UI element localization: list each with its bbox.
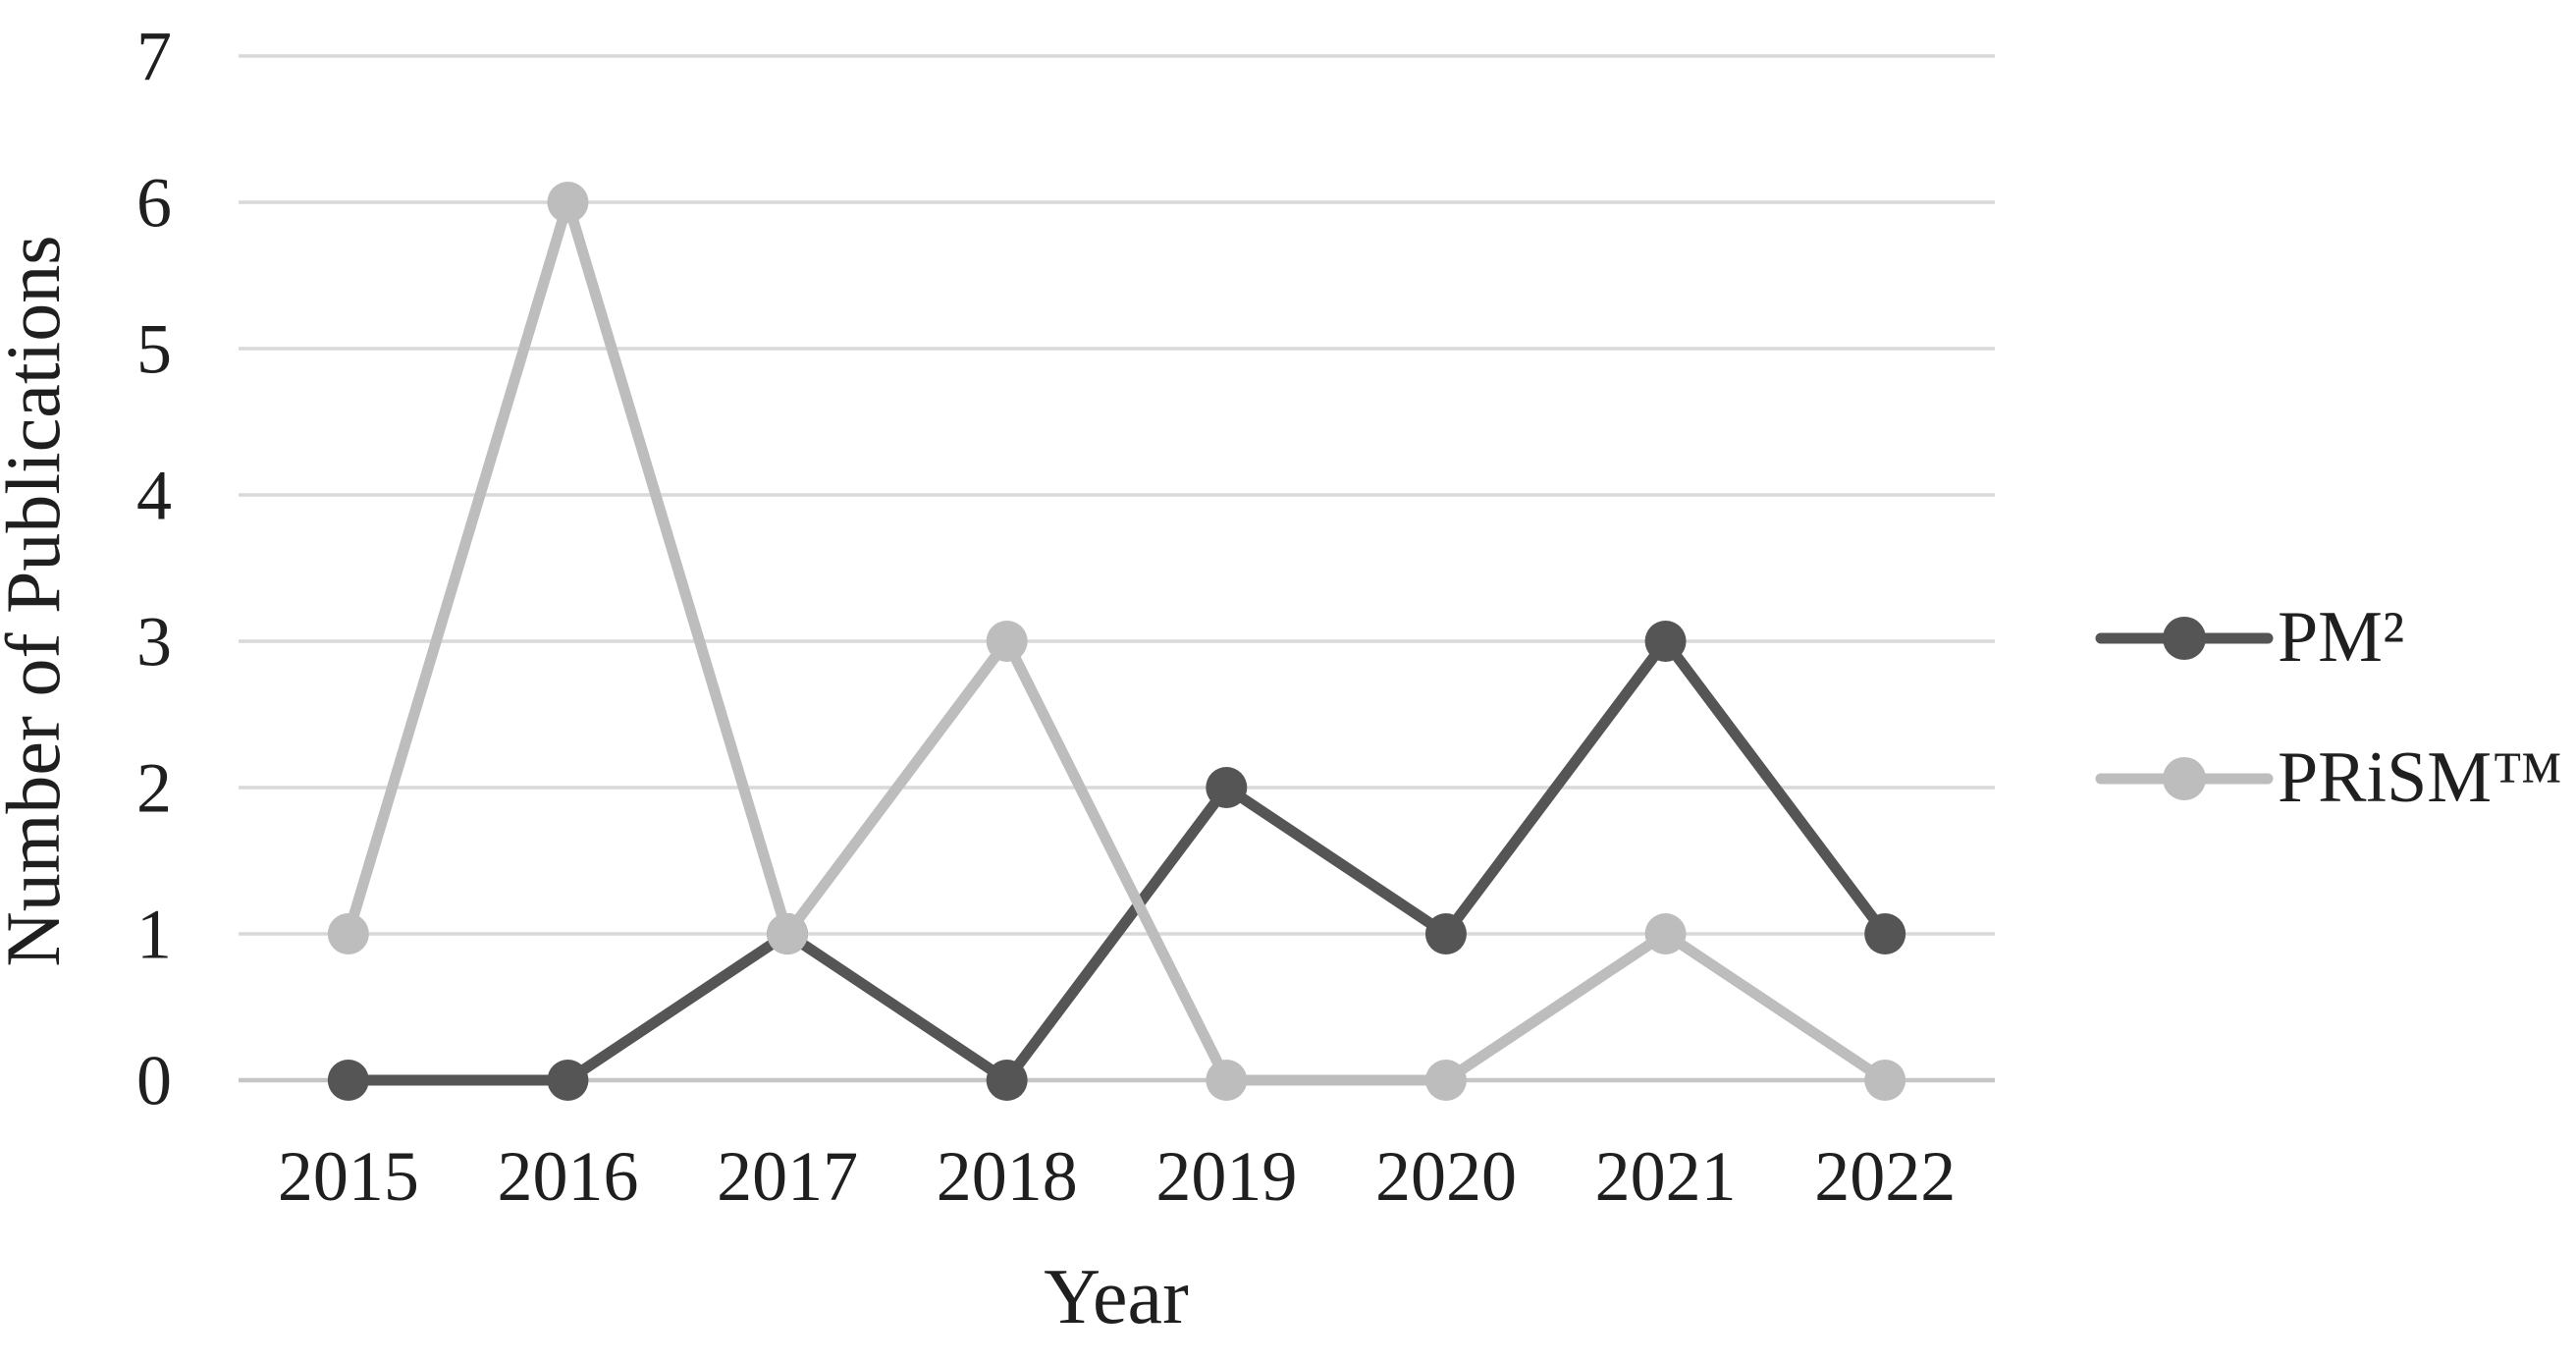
series-prism [327, 182, 1906, 1101]
data-point-pm-2016 [547, 1060, 589, 1101]
x-tick-label-2017: 2017 [717, 1137, 858, 1216]
data-point-prism-2021 [1644, 913, 1687, 954]
data-point-pm-2021 [1644, 621, 1687, 662]
y-tick-label: 6 [136, 163, 172, 242]
data-point-prism-2020 [1424, 1060, 1467, 1101]
gridlines [239, 54, 1995, 1083]
y-tick-label: 3 [136, 602, 172, 681]
data-point-pm-2015 [327, 1060, 369, 1101]
x-tick-label-2018: 2018 [937, 1137, 1078, 1216]
series [327, 182, 1906, 1101]
x-axis-title: Year [1044, 1254, 1188, 1340]
legend-marker-prism [2163, 757, 2206, 800]
legend-item-pm: PM² [2095, 597, 2404, 678]
y-tick-label: 5 [136, 309, 172, 388]
y-tick-label: 7 [136, 17, 172, 95]
y-axis-tick-labels: 0 1 2 3 4 5 6 7 [136, 17, 172, 1119]
x-tick-label-2021: 2021 [1595, 1137, 1737, 1216]
y-tick-label: 4 [136, 456, 172, 534]
y-tick-label: 0 [136, 1041, 172, 1119]
data-point-prism-2017 [767, 913, 809, 954]
legend: PM² PRiSM™ [2095, 597, 2563, 818]
x-tick-label-2015: 2015 [278, 1137, 419, 1216]
data-point-prism-2018 [986, 621, 1028, 662]
data-point-prism-2022 [1864, 1060, 1906, 1101]
series-line-prism [343, 196, 1891, 1086]
x-axis-tick-labels: 2015 2016 2017 2018 2019 2020 2021 2022 [278, 1137, 1956, 1216]
y-tick-label: 1 [136, 895, 172, 973]
y-tick-label: 2 [136, 748, 172, 827]
series-line-pm [343, 635, 1891, 1086]
legend-label-prism: PRiSM™ [2278, 737, 2563, 818]
data-point-prism-2016 [547, 182, 589, 223]
legend-marker-pm [2163, 617, 2206, 660]
x-tick-label-2022: 2022 [1814, 1137, 1956, 1216]
data-point-pm-2022 [1864, 913, 1906, 954]
legend-item-prism: PRiSM™ [2095, 737, 2563, 818]
x-tick-label-2016: 2016 [497, 1137, 638, 1216]
data-point-pm-2020 [1424, 913, 1467, 954]
data-point-pm-2019 [1206, 767, 1248, 808]
y-axis-title: Number of Publications [0, 235, 76, 966]
data-point-prism-2015 [327, 913, 369, 954]
x-tick-label-2019: 2019 [1155, 1137, 1297, 1216]
data-point-pm-2018 [986, 1060, 1028, 1101]
legend-label-pm: PM² [2278, 597, 2404, 678]
x-tick-label-2020: 2020 [1375, 1137, 1517, 1216]
data-point-prism-2019 [1206, 1060, 1248, 1101]
